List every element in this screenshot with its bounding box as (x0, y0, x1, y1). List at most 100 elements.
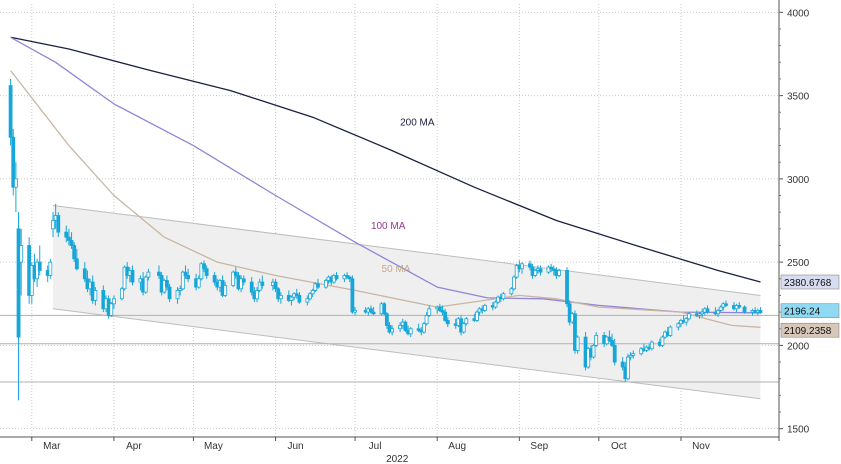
candles (8, 78, 763, 401)
candle-body (586, 348, 591, 368)
candle (398, 322, 402, 333)
candle (668, 325, 673, 338)
candle (612, 338, 617, 366)
candle (496, 295, 501, 304)
candle (305, 295, 310, 306)
candle-body (737, 305, 742, 308)
candle-body (610, 340, 614, 346)
candle (233, 267, 238, 279)
moving-average-lines (10, 36, 761, 328)
candle-body (316, 283, 320, 288)
candle-body (461, 323, 466, 333)
candle-body (546, 266, 551, 273)
y-tick-label-3000: 3000 (787, 175, 810, 186)
candle-body (716, 310, 720, 315)
candle-body (612, 345, 617, 363)
50ma-label: 50 MA (382, 264, 411, 275)
candle (557, 268, 561, 278)
candle (199, 262, 204, 281)
candle-body (382, 303, 387, 315)
candle (443, 308, 448, 323)
price-badge: 2196.24 (780, 303, 840, 319)
candle-body (72, 245, 77, 260)
candle (628, 352, 633, 361)
candle-body (676, 323, 681, 328)
100ma-label: 100 MA (371, 221, 406, 232)
price-badges: 2196.24 2380.6768 2109.2358 (780, 274, 840, 338)
x-tick-label-may: May (204, 441, 223, 452)
candle-body (403, 321, 408, 331)
candle (649, 340, 654, 351)
candle-body (64, 231, 69, 238)
candle-body (408, 328, 413, 335)
candle (565, 267, 569, 308)
candle (684, 317, 689, 326)
candle (586, 347, 591, 369)
candle (204, 265, 209, 279)
candle (369, 305, 373, 314)
candle-body (594, 335, 599, 346)
candle (514, 263, 519, 279)
candle (631, 350, 636, 359)
candle (620, 357, 625, 371)
candle (316, 278, 320, 289)
candle (575, 335, 580, 354)
candle (178, 285, 183, 296)
candle (19, 228, 24, 296)
x-tick-label-jul: Jul (369, 441, 382, 452)
candle-body (66, 236, 71, 241)
x-year-label: 2022 (386, 454, 409, 464)
candle (69, 232, 74, 249)
candle-body (557, 270, 561, 276)
y-tick-label-2500: 2500 (787, 258, 810, 269)
candle-body (56, 215, 61, 233)
y-tick-label-1500: 1500 (787, 425, 810, 436)
candle-body (29, 265, 34, 296)
candle (183, 265, 188, 279)
candle (533, 268, 538, 278)
badge-box (780, 274, 840, 290)
candle-body (445, 320, 450, 325)
candle-body (626, 356, 630, 380)
candle-body (718, 306, 723, 311)
candle-body (607, 336, 612, 341)
candle (345, 272, 350, 279)
candle-body (528, 263, 532, 268)
channel-upper-line (52, 205, 761, 296)
candle-body (347, 276, 352, 280)
candle (167, 283, 172, 303)
candle (461, 322, 466, 334)
candle-body (183, 271, 188, 276)
candle-body (424, 315, 429, 325)
candle-body (278, 295, 283, 300)
candle-body (255, 290, 259, 300)
candle-body (199, 263, 204, 280)
candle (427, 305, 432, 318)
candle-body (684, 318, 689, 323)
candle (573, 310, 577, 354)
candle (273, 278, 278, 293)
candle-body (353, 310, 357, 313)
candle (157, 265, 161, 279)
candle-body (69, 240, 74, 246)
candle-body (74, 258, 79, 270)
candle (371, 307, 376, 316)
candle-body (233, 271, 238, 276)
candle (528, 260, 532, 271)
candle-body (19, 245, 24, 263)
candle-body (501, 293, 506, 300)
candle-body (16, 228, 21, 338)
candle-body (687, 313, 691, 320)
candle (384, 312, 389, 329)
candle (13, 162, 18, 213)
x-tick-label-sep: Sep (530, 441, 548, 452)
candle (11, 128, 16, 196)
candle (408, 327, 413, 338)
candle (742, 305, 747, 314)
candle-body (196, 278, 201, 288)
candle (440, 305, 445, 316)
candle-body (143, 276, 148, 293)
badge-box (780, 303, 840, 319)
candle (122, 265, 127, 291)
candle (591, 343, 596, 359)
